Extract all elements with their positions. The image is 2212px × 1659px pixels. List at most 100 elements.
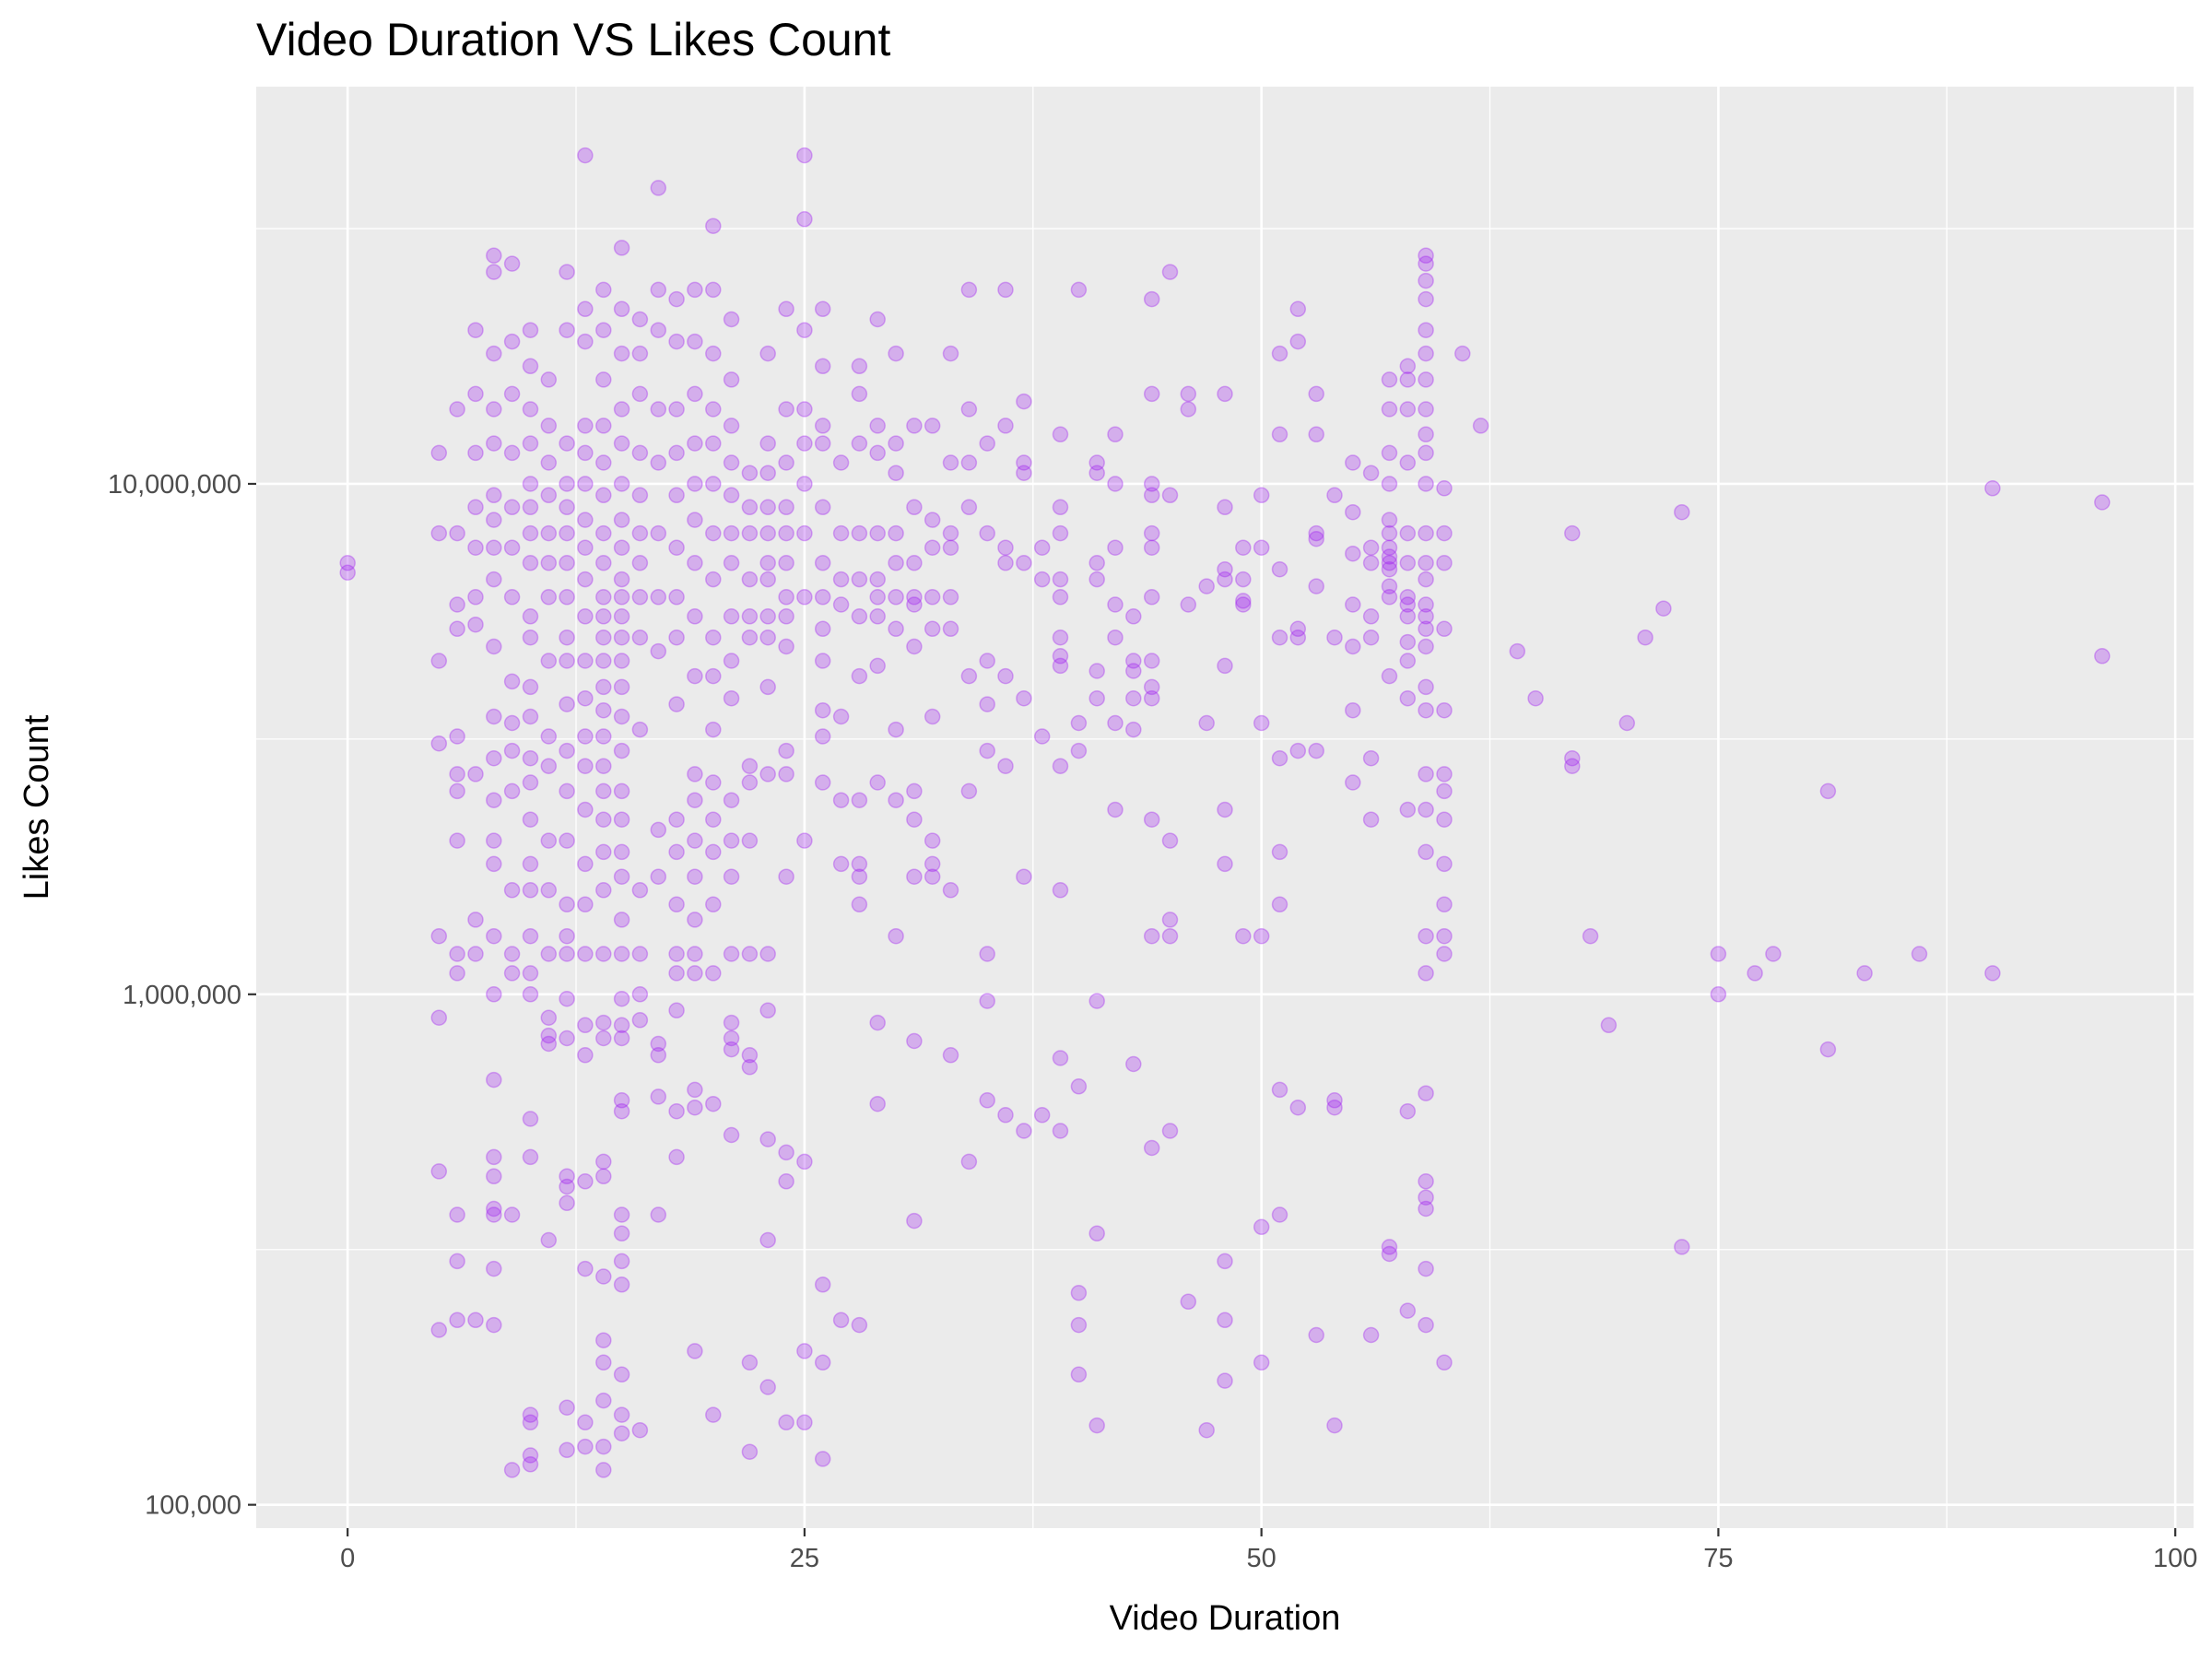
- data-point: [486, 512, 502, 528]
- data-point: [631, 487, 649, 504]
- data-point: [631, 946, 649, 962]
- data-point: [1308, 385, 1324, 403]
- data-point: [687, 1081, 703, 1099]
- data-point: [1418, 965, 1434, 982]
- data-point: [1418, 1200, 1434, 1218]
- data-point: [540, 487, 558, 504]
- data-point: [613, 608, 630, 625]
- data-point: [814, 358, 831, 375]
- data-point: [1107, 714, 1124, 732]
- data-point: [1362, 629, 1380, 646]
- data-point: [1362, 1326, 1380, 1344]
- data-point: [613, 990, 630, 1007]
- data-point: [723, 555, 740, 571]
- data-point: [1418, 571, 1434, 588]
- data-point: [595, 1332, 612, 1348]
- data-point: [467, 589, 484, 606]
- data-point: [540, 653, 558, 669]
- data-point: [906, 638, 923, 655]
- data-point: [595, 882, 612, 899]
- data-point: [1399, 1102, 1417, 1120]
- data-point: [778, 608, 794, 625]
- data-point: [613, 946, 630, 962]
- data-point: [1399, 358, 1417, 375]
- data-point: [613, 653, 630, 669]
- data-point: [888, 721, 904, 738]
- data-points: [339, 147, 2111, 1478]
- data-point: [1088, 555, 1105, 571]
- data-point: [1381, 524, 1398, 542]
- data-point: [1984, 480, 2001, 497]
- data-point: [1418, 1173, 1434, 1190]
- data-point: [906, 596, 923, 613]
- data-point: [559, 524, 575, 542]
- data-point: [486, 345, 502, 362]
- data-point: [979, 696, 995, 712]
- data-point: [559, 927, 575, 945]
- data-point: [888, 524, 904, 542]
- data-point: [1345, 701, 1361, 719]
- data-point: [741, 774, 759, 791]
- data-point: [631, 629, 649, 646]
- data-point: [1107, 539, 1124, 556]
- data-point: [1564, 524, 1581, 542]
- data-point: [486, 1071, 502, 1088]
- data-point: [1052, 758, 1069, 774]
- data-point: [924, 589, 941, 606]
- data-point: [1418, 272, 1434, 289]
- data-point: [888, 792, 904, 808]
- data-point: [1143, 678, 1160, 696]
- data-point: [1418, 620, 1434, 638]
- data-point: [705, 965, 722, 982]
- data-point: [705, 1095, 722, 1112]
- data-point: [486, 1168, 502, 1185]
- data-point: [1235, 593, 1252, 609]
- data-point: [1509, 642, 1526, 660]
- data-point: [1143, 811, 1160, 828]
- data-point: [522, 749, 539, 767]
- data-point: [1088, 993, 1105, 1009]
- data-point: [687, 608, 703, 625]
- data-point: [1217, 385, 1233, 403]
- data-point: [1161, 832, 1179, 849]
- data-point: [1125, 663, 1142, 679]
- data-point: [1418, 1085, 1434, 1101]
- data-point: [778, 499, 794, 516]
- data-point: [559, 990, 575, 1007]
- data-point: [778, 589, 794, 606]
- data-point: [467, 616, 484, 633]
- data-point: [577, 1047, 594, 1064]
- data-point: [1436, 927, 1453, 945]
- data-point: [1180, 596, 1197, 613]
- data-point: [1070, 281, 1088, 299]
- data-point: [577, 801, 594, 818]
- data-point: [924, 539, 941, 556]
- data-point: [1161, 1123, 1179, 1139]
- data-point: [796, 322, 813, 338]
- data-point: [1418, 801, 1434, 818]
- data-point: [577, 512, 594, 528]
- data-point: [1143, 524, 1160, 542]
- data-point: [924, 855, 941, 873]
- data-point: [741, 499, 759, 516]
- data-point: [814, 728, 831, 745]
- data-point: [723, 371, 740, 388]
- data-point: [1143, 927, 1160, 945]
- data-point: [832, 596, 850, 613]
- data-point: [559, 555, 575, 571]
- data-point: [832, 708, 850, 725]
- data-point: [960, 401, 978, 418]
- data-point: [1418, 701, 1434, 719]
- data-point: [759, 766, 776, 782]
- data-point: [942, 539, 959, 556]
- data-point: [1088, 1225, 1105, 1242]
- data-point: [759, 499, 776, 516]
- data-point: [1217, 801, 1233, 818]
- data-point: [960, 1153, 978, 1171]
- data-point: [595, 454, 612, 471]
- data-point: [906, 589, 923, 606]
- data-point: [1436, 811, 1453, 828]
- data-point: [1143, 290, 1160, 308]
- data-point: [1418, 843, 1434, 861]
- data-point: [668, 487, 685, 504]
